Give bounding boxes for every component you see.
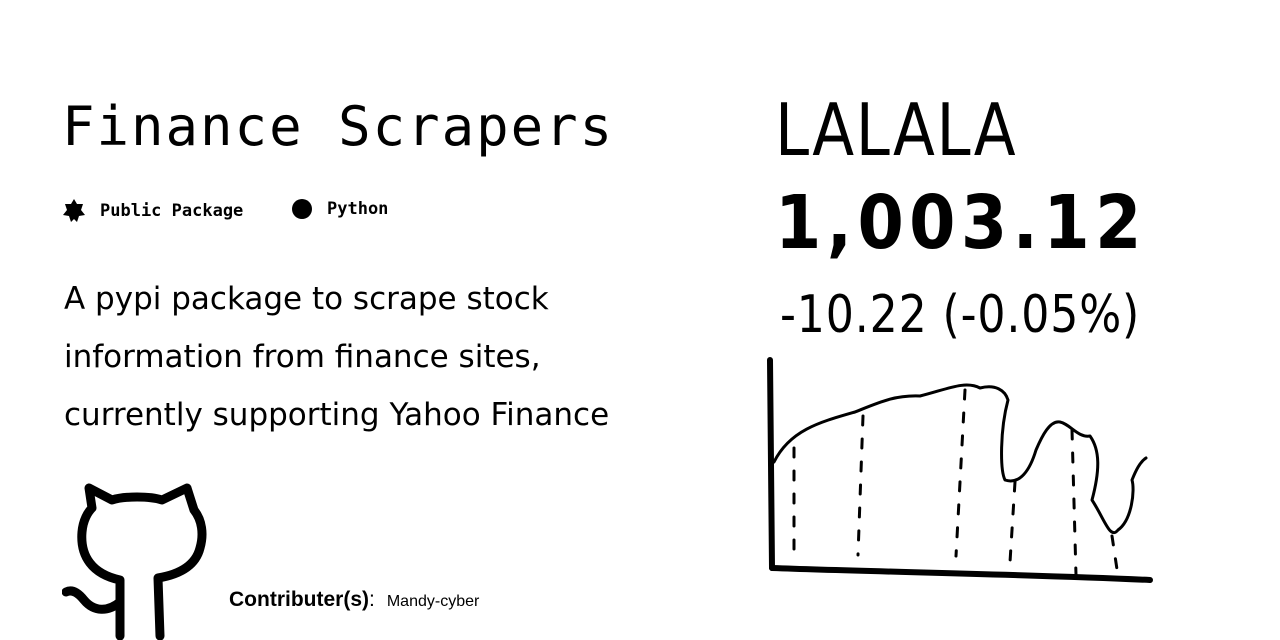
page-title: Finance Scrapers xyxy=(62,95,615,158)
description-line: currently supporting Yahoo Finance xyxy=(64,397,610,433)
sketch-axis-y xyxy=(767,357,775,571)
badge-python: Python xyxy=(291,198,388,220)
sketch-ticker: LALALA xyxy=(775,88,1018,172)
description: A pypi package to scrape stock informati… xyxy=(64,270,704,444)
dot-icon xyxy=(292,199,312,219)
badge-label: Public Package xyxy=(100,201,244,221)
contributor-name: Mandy-cyber xyxy=(386,593,480,610)
contributors: Contributer(s) : Mandy-cyber xyxy=(229,588,479,612)
description-line: information from finance sites, xyxy=(64,339,541,375)
sketch-axis-x xyxy=(769,565,1153,583)
sketch-price: 1,003.12 xyxy=(775,180,1147,266)
sketch-change: -10.22 (-0.05%) xyxy=(780,285,1141,345)
star-badge-icon xyxy=(63,199,85,222)
contributors-label: Contributer(s) xyxy=(229,588,369,611)
badge-public-package: Public Package xyxy=(62,198,243,224)
github-octocat-icon xyxy=(62,483,207,640)
sketch-stock-chart xyxy=(767,357,1153,583)
description-line: A pypi package to scrape stock xyxy=(64,281,549,317)
sketch-price-line xyxy=(772,383,1148,534)
badge-label: Python xyxy=(327,199,389,219)
sketch-dashed-gridlines xyxy=(792,388,1120,578)
contributors-colon: : xyxy=(369,588,375,611)
